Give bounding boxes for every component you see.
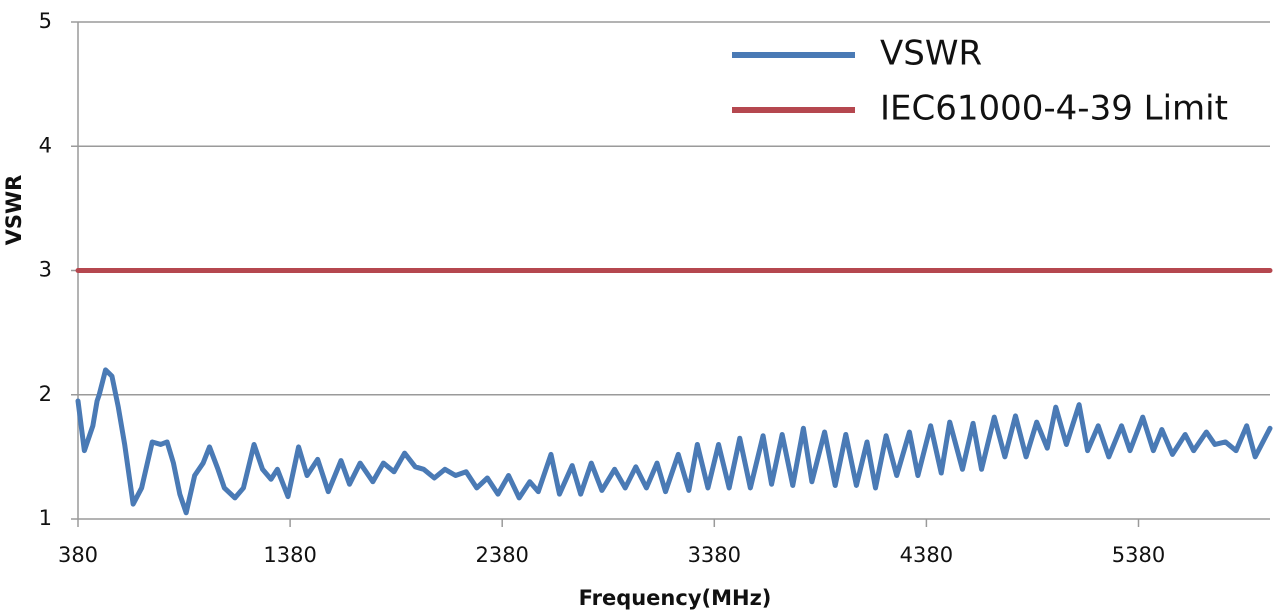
x-tick-label: 380 (58, 543, 98, 567)
x-tick-label: 3380 (688, 543, 741, 567)
x-tick-label: 4380 (900, 543, 953, 567)
y-tick-label: 5 (39, 9, 52, 33)
x-axis-label: Frequency(MHz) (579, 586, 772, 610)
y-axis-label: VSWR (2, 175, 26, 246)
x-tick-label: 2380 (475, 543, 528, 567)
y-tick-label: 3 (39, 258, 52, 282)
y-tick-label: 1 (39, 506, 52, 530)
y-tick-label: 4 (39, 133, 52, 157)
legend-label: VSWR (880, 34, 982, 74)
y-tick-label: 2 (39, 382, 52, 406)
x-tick-label: 5380 (1112, 543, 1165, 567)
legend-label: IEC61000-4-39 Limit (880, 89, 1228, 129)
x-tick-label: 1380 (263, 543, 316, 567)
line-series (75, 367, 1273, 516)
